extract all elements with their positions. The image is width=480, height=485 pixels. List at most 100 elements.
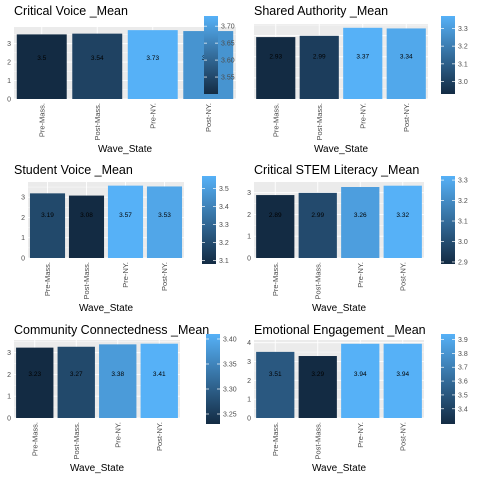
bar <box>300 36 339 99</box>
bar-value-label: 3.73 <box>146 55 159 62</box>
bar-value-label: 3.51 <box>269 371 282 378</box>
chart-title: Community Connectedness _Mean <box>14 323 209 337</box>
y-tick-label: 3 <box>247 359 251 366</box>
x-tick-label: Post-NY. <box>398 422 407 451</box>
x-tick-label: Pre-Mass. <box>43 262 52 296</box>
bar-value-label: 3.5 <box>37 55 46 62</box>
x-tick-label: Post-Mass. <box>72 422 81 460</box>
y-tick-label: 3 <box>21 195 25 202</box>
y-tick-label: 0 <box>247 256 251 263</box>
bar <box>256 352 294 418</box>
chart-panel: Student Voice _Mean 0 1 2 3 3.19 Pre-Mass. 3.08… <box>14 163 229 314</box>
x-tick-label: Post-Mass. <box>313 262 322 300</box>
colorbar-tick-label: 3.2 <box>458 44 468 51</box>
chart-panel: Emotional Engagement _Mean 0 1 2 3 4 3.51 Pre-M… <box>247 323 468 474</box>
colorbar-tick-label: 3.3 <box>219 222 229 229</box>
y-tick-label: 0 <box>7 416 11 423</box>
colorbar-tick-label: 3.1 <box>219 258 229 265</box>
colorbar-tick-label: 3.3 <box>458 178 468 185</box>
chart-title: Critical STEM Literacy _Mean <box>254 163 419 177</box>
bar <box>384 186 422 258</box>
y-tick-label: 2 <box>7 60 11 67</box>
x-tick-label: Post-NY. <box>155 422 164 451</box>
bar-value-label: 3.41 <box>153 371 166 378</box>
bar-value-label: 3.19 <box>41 212 54 219</box>
colorbar-tick-label: 3.55 <box>221 75 235 82</box>
chart-panel: Shared Authority _Mean 2.93 Pre-Mass. 2.99 P… <box>254 4 468 155</box>
bar-value-label: 3.94 <box>354 371 367 378</box>
colorbar-tick-label: 3.5 <box>219 186 229 193</box>
x-tick-label: Pre-NY. <box>356 422 365 448</box>
x-axis-title: Wave_State <box>70 463 125 474</box>
chart-title: Shared Authority _Mean <box>254 4 388 18</box>
y-tick-label: 3 <box>247 190 251 197</box>
bar-value-label: 3.34 <box>400 54 413 61</box>
colorbar-tick-label: 3.7 <box>458 365 468 372</box>
chart-panel: Community Connectedness _Mean 0 1 2 3 3.23 Pre… <box>7 323 237 474</box>
y-tick-label: 0 <box>247 416 251 423</box>
x-tick-label: Pre-NY. <box>356 262 365 288</box>
colorbar-tick-label: 3.30 <box>223 387 237 394</box>
bar <box>69 196 104 258</box>
colorbar-tick-label: 3.0 <box>458 79 468 86</box>
x-tick-label: Pre-Mass. <box>271 422 280 456</box>
colorbar-tick-label: 3.1 <box>458 219 468 226</box>
colorbar-tick-label: 3.3 <box>458 26 468 33</box>
bar-value-label: 3.27 <box>70 371 83 378</box>
colorbar-tick-label: 3.40 <box>223 337 237 344</box>
y-tick-label: 1 <box>21 235 25 242</box>
colorbar <box>441 334 455 424</box>
bar-value-label: 3.53 <box>158 212 171 219</box>
x-tick-label: Pre-NY. <box>358 103 367 129</box>
colorbar-tick-label: 3.0 <box>458 239 468 246</box>
y-tick-label: 3 <box>7 41 11 48</box>
x-axis-title: Wave_State <box>79 303 134 314</box>
colorbar-tick-label: 3.25 <box>223 412 237 419</box>
bar-value-label: 3.32 <box>396 212 409 219</box>
colorbar-tick-label: 3.9 <box>458 337 468 344</box>
y-tick-label: 2 <box>247 212 251 219</box>
y-tick-label: 2 <box>247 378 251 385</box>
chart-panel: Critical Voice _Mean 0 1 2 3 3.5 Pre-Mass. 3.54… <box>7 4 236 155</box>
bar <box>299 356 337 418</box>
colorbar-tick-label: 2.9 <box>458 259 468 266</box>
bar <box>17 34 67 99</box>
bar-value-label: 3.54 <box>91 55 104 62</box>
x-tick-label: Post-NY. <box>204 103 213 132</box>
bar-value-label: 2.89 <box>269 212 282 219</box>
bar <box>108 186 143 258</box>
colorbar <box>441 176 455 264</box>
bar-value-label: 2.99 <box>313 54 326 61</box>
bar <box>299 193 337 258</box>
y-tick-label: 1 <box>247 234 251 241</box>
bar <box>72 34 122 99</box>
x-tick-label: Pre-Mass. <box>271 262 280 296</box>
x-axis-title: Wave_State <box>98 144 153 155</box>
x-tick-label: Post-Mass. <box>313 422 322 460</box>
x-tick-label: Post-NY. <box>160 262 169 291</box>
chart-title: Student Voice _Mean <box>14 163 133 177</box>
bar <box>58 347 95 418</box>
x-tick-label: Pre-Mass. <box>37 103 46 137</box>
x-tick-label: Post-Mass. <box>93 103 102 141</box>
colorbar <box>204 16 218 94</box>
y-tick-label: 1 <box>247 397 251 404</box>
colorbar-tick-label: 3.4 <box>219 204 229 211</box>
colorbar-tick-label: 3.2 <box>458 198 468 205</box>
bar <box>256 37 295 99</box>
bar-value-label: 3.26 <box>354 212 367 219</box>
bar <box>141 344 178 418</box>
y-tick-label: 4 <box>247 340 251 347</box>
colorbar-tick-label: 3.70 <box>221 24 235 31</box>
x-tick-label: Post-NY. <box>402 103 411 132</box>
bar <box>384 344 422 418</box>
y-tick-label: 2 <box>21 215 25 222</box>
colorbar-tick-label: 3.35 <box>223 362 237 369</box>
bar-value-label: 2.93 <box>269 54 282 61</box>
bar <box>387 28 426 99</box>
bar-value-label: 3.94 <box>396 371 409 378</box>
bar-value-label: 3.57 <box>119 212 132 219</box>
colorbar-tick-label: 3.65 <box>221 41 235 48</box>
